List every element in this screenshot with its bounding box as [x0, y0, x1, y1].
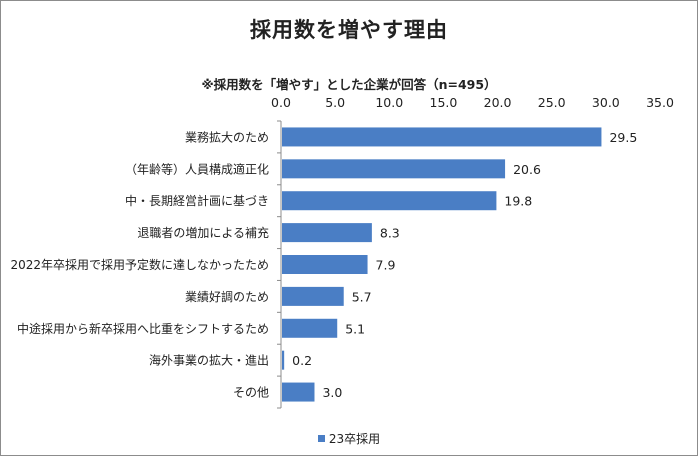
- bar: [282, 350, 285, 370]
- data-label: 8.3: [380, 226, 400, 241]
- bar: [282, 127, 602, 147]
- data-label: 29.5: [609, 130, 637, 145]
- category-label: 業績好調のため: [185, 290, 269, 304]
- x-tick-label: 30.0: [592, 95, 620, 110]
- legend: 23卒採用: [0, 430, 698, 447]
- category-label: 業務拡大のため: [185, 130, 269, 144]
- legend-swatch: [317, 435, 325, 442]
- category-label: 海外事業の拡大・進出: [149, 353, 269, 368]
- category-label: 2022年卒採用で採用予定数に達しなかったため: [10, 257, 269, 272]
- category-label: 退職者の増加による補充: [137, 225, 269, 240]
- legend-label: 23卒採用: [328, 432, 381, 446]
- data-label: 5.1: [345, 321, 365, 336]
- category-label: （年齢等）人員構成適正化: [125, 161, 269, 176]
- data-label: 5.7: [352, 289, 372, 304]
- bar: [282, 318, 338, 338]
- x-tick-label: 20.0: [484, 95, 512, 110]
- category-label: 中・長期経営計画に基づき: [125, 193, 269, 208]
- bar: [282, 223, 372, 243]
- bar: [282, 286, 344, 306]
- chart-title: 採用数を増やす理由: [250, 18, 448, 42]
- data-label: 3.0: [322, 385, 342, 400]
- bar: [282, 255, 368, 274]
- x-tick-label: 0.0: [271, 95, 291, 110]
- bar: [282, 191, 497, 211]
- x-tick-label: 5.0: [325, 95, 345, 110]
- category-label: 中途採用から新卒採用へ比重をシフトするため: [17, 321, 269, 336]
- data-label: 0.2: [292, 353, 312, 368]
- x-tick-label: 15.0: [430, 95, 458, 110]
- x-tick-label: 10.0: [375, 95, 403, 110]
- chart-subtitle: ※採用数を「増やす」とした企業が回答（n=495）: [201, 77, 497, 92]
- bar: [282, 382, 315, 402]
- category-label: その他: [233, 386, 269, 400]
- x-tick-label: 35.0: [646, 95, 674, 110]
- data-label: 7.9: [376, 258, 396, 273]
- bar: [282, 159, 506, 179]
- x-tick-label: 25.0: [538, 95, 566, 110]
- data-label: 20.6: [513, 162, 541, 177]
- data-label: 19.8: [504, 194, 532, 209]
